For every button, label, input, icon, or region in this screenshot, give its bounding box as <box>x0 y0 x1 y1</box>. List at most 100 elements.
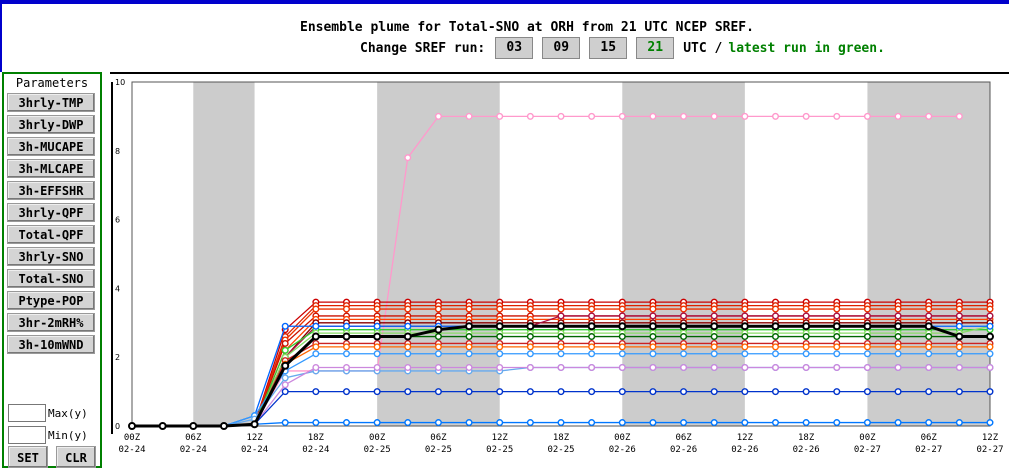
series-point <box>772 343 780 351</box>
series-point <box>863 305 871 313</box>
mean-series-point <box>495 322 504 331</box>
series-point <box>342 419 350 427</box>
series-point <box>588 112 596 120</box>
series-point <box>925 388 933 396</box>
series-point <box>710 364 718 372</box>
x-tick-label-hour: 12Z <box>246 433 263 443</box>
series-point <box>649 364 657 372</box>
series-point <box>986 388 994 396</box>
x-tick-label-hour: 00Z <box>859 433 876 443</box>
mean-series-point <box>557 322 565 331</box>
series-point <box>526 343 534 351</box>
series-point <box>496 333 504 341</box>
series-point <box>465 333 473 341</box>
clr-button[interactable]: CLR <box>56 446 96 468</box>
series-point <box>465 343 473 351</box>
series-point <box>863 333 871 341</box>
series-point <box>404 322 412 330</box>
series-point <box>802 388 810 396</box>
series-point <box>649 419 657 427</box>
series-point <box>925 364 933 372</box>
run-button-03[interactable]: 03 <box>495 37 534 59</box>
series-point <box>649 305 657 313</box>
series-point <box>741 364 749 372</box>
series-point <box>833 350 841 358</box>
series-point <box>802 112 810 120</box>
left-border <box>0 0 2 72</box>
series-point <box>588 388 596 396</box>
x-tick-label-date: 02-24 <box>180 445 207 455</box>
series-point <box>894 112 902 120</box>
set-button[interactable]: SET <box>8 446 48 468</box>
param-button-3hrly-dwp[interactable]: 3hrly-DWP <box>7 115 95 134</box>
series-point <box>618 364 626 372</box>
series-point <box>986 364 994 372</box>
series-point <box>526 333 534 341</box>
series-point <box>618 312 626 320</box>
series-point <box>833 333 841 341</box>
param-button-3hrly-tmp[interactable]: 3hrly-TMP <box>7 93 95 112</box>
series-point <box>741 419 749 427</box>
param-button-3hrly-qpf[interactable]: 3hrly-QPF <box>7 203 95 222</box>
series-point <box>772 350 780 358</box>
series-point <box>557 350 565 358</box>
x-tick-label-hour: 12Z <box>737 433 754 443</box>
series-point <box>496 364 504 372</box>
y-tick-label: 2 <box>115 353 120 362</box>
param-button-3hr-2mrh[interactable]: 3hr-2mRH% <box>7 313 95 332</box>
series-point <box>618 419 626 427</box>
param-button-total-qpf[interactable]: Total-QPF <box>7 225 95 244</box>
ymin-input[interactable] <box>8 426 46 444</box>
param-button-ptype-pop[interactable]: Ptype-POP <box>7 291 95 310</box>
param-button-3h-mucape[interactable]: 3h-MUCAPE <box>7 137 95 156</box>
series-point <box>465 419 473 427</box>
series-point <box>772 364 780 372</box>
series-point <box>802 343 810 351</box>
run-button-09[interactable]: 09 <box>542 37 581 59</box>
series-point <box>465 112 473 120</box>
top-border <box>0 0 1009 4</box>
series-point <box>342 350 350 358</box>
ymax-input[interactable] <box>8 404 46 422</box>
series-point <box>894 305 902 313</box>
series-point <box>618 388 626 396</box>
series-point <box>772 388 780 396</box>
series-point <box>434 419 442 427</box>
series-point <box>373 419 381 427</box>
mean-series-point <box>740 322 749 331</box>
series-point <box>496 343 504 351</box>
run-button-21[interactable]: 21 <box>636 37 675 59</box>
series-point <box>526 364 534 372</box>
series-point <box>434 364 442 372</box>
series-point <box>863 112 871 120</box>
series-point <box>894 419 902 427</box>
series-point <box>772 333 780 341</box>
param-button-3hrly-sno[interactable]: 3hrly-SNO <box>7 247 95 266</box>
x-tick-label-hour: 18Z <box>553 433 570 443</box>
series-point <box>925 343 933 351</box>
series-point <box>281 388 289 396</box>
series-point <box>741 350 749 358</box>
series-point <box>618 305 626 313</box>
series-point <box>680 343 688 351</box>
series-point <box>404 350 412 358</box>
param-button-3h-10mwnd[interactable]: 3h-10mWND <box>7 335 95 354</box>
series-point <box>863 388 871 396</box>
x-tick-label-date: 02-26 <box>793 445 820 455</box>
x-tick-label-date: 02-25 <box>364 445 391 455</box>
x-tick-label-hour: 06Z <box>430 433 447 443</box>
series-point <box>404 388 412 396</box>
mean-series-point <box>955 332 964 341</box>
run-button-15[interactable]: 15 <box>589 37 628 59</box>
series-point <box>925 305 933 313</box>
series-point <box>894 333 902 341</box>
series-point <box>925 312 933 320</box>
x-tick-label-date: 02-26 <box>609 445 636 455</box>
series-point <box>526 419 534 427</box>
param-button-3h-effshr[interactable]: 3h-EFFSHR <box>7 181 95 200</box>
param-button-total-sno[interactable]: Total-SNO <box>7 269 95 288</box>
series-point <box>955 364 963 372</box>
param-button-3h-mlcape[interactable]: 3h-MLCAPE <box>7 159 95 178</box>
night-band <box>622 82 745 426</box>
series-point <box>557 305 565 313</box>
